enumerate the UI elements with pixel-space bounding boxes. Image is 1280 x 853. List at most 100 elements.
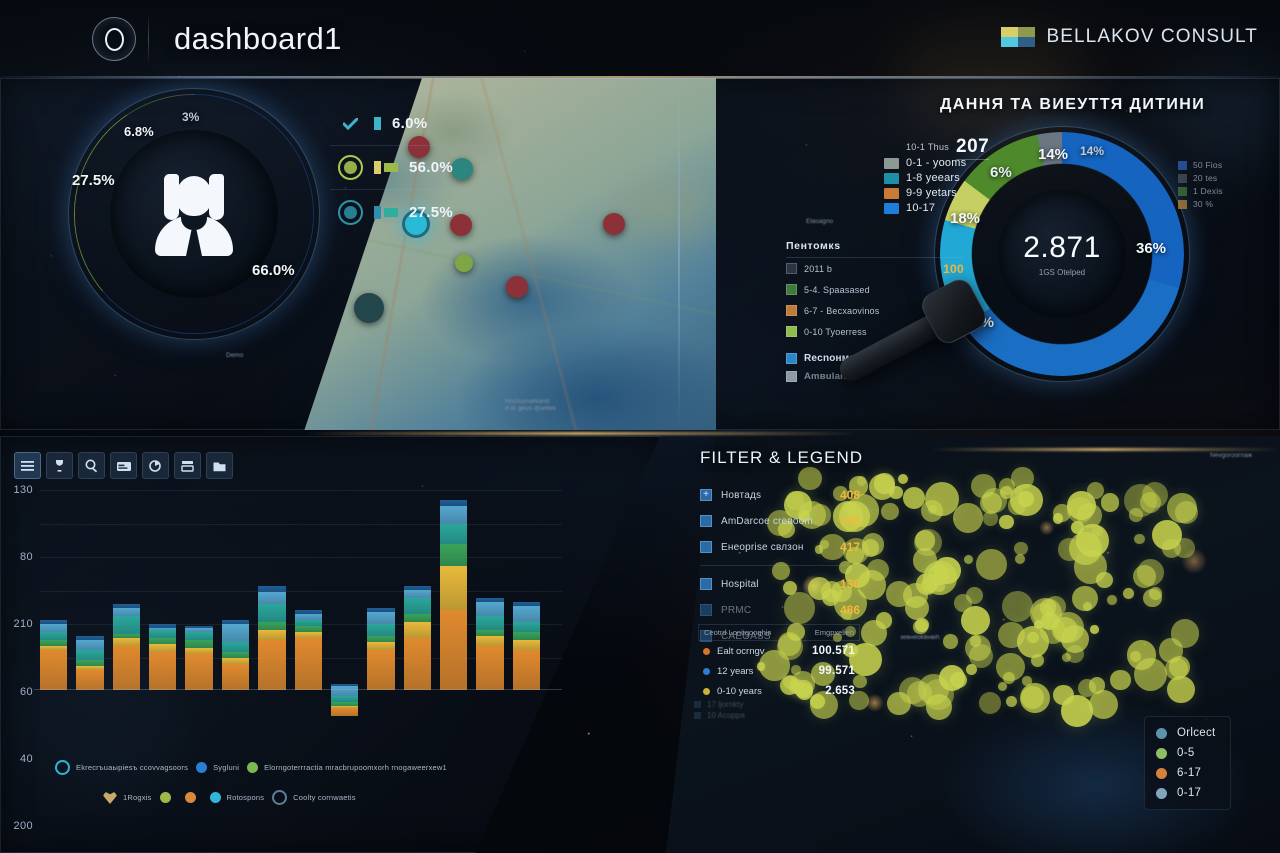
geo-bubble[interactable]	[903, 487, 926, 509]
geo-bubble[interactable]	[964, 634, 992, 662]
geo-bubble[interactable]	[996, 653, 1025, 682]
geo-bubble[interactable]	[1015, 554, 1026, 565]
geo-legend-row[interactable]: 0-5	[1156, 747, 1216, 759]
filter-checkbox[interactable]	[700, 578, 712, 590]
map-marker[interactable]	[402, 210, 430, 238]
geo-bubble[interactable]	[820, 540, 830, 549]
filter-checkbox[interactable]	[700, 604, 712, 616]
geo-legend-row[interactable]: 0-17	[1156, 787, 1216, 799]
geo-bubble[interactable]	[963, 555, 973, 565]
bar-column[interactable]	[40, 620, 68, 690]
geo-bubble[interactable]	[1052, 513, 1064, 524]
funnel-filter-icon[interactable]	[46, 452, 73, 479]
geo-bubble[interactable]	[950, 671, 967, 689]
geo-bubble[interactable]	[975, 548, 1007, 580]
geo-bubble[interactable]	[833, 632, 842, 642]
mini-table-row[interactable]: Ealt ocrngv 100.571	[698, 641, 860, 661]
geo-bubble[interactable]	[933, 556, 961, 585]
bar-column[interactable]	[221, 620, 250, 690]
filter-checkbox[interactable]	[700, 630, 712, 642]
geo-bubble[interactable]	[897, 473, 909, 485]
map-marker[interactable]	[408, 136, 430, 158]
filter-checkbox[interactable]	[700, 489, 712, 501]
filter-row[interactable]: CAEOASS	[700, 623, 860, 649]
geo-bubble[interactable]	[1134, 533, 1145, 545]
geo-bubble[interactable]	[1061, 652, 1072, 663]
geo-bubble[interactable]	[923, 679, 955, 711]
geo-bubble[interactable]	[1052, 616, 1079, 643]
overview-legend-row[interactable]: 56.0%	[330, 146, 526, 190]
geo-bubble[interactable]	[1106, 595, 1117, 605]
bar-column[interactable]	[294, 610, 322, 690]
geo-bubble[interactable]	[785, 491, 804, 510]
filter-row[interactable]: Hospital 136	[700, 571, 860, 597]
bar-column[interactable]	[185, 626, 213, 690]
child-legend-item[interactable]: 0-1 - yooms	[884, 157, 966, 169]
geo-bubble[interactable]	[875, 611, 893, 629]
card-icon[interactable]	[110, 452, 137, 479]
geo-bubble[interactable]	[914, 530, 935, 551]
geo-bubble[interactable]	[756, 662, 766, 671]
geo-legend-row[interactable]: 6-17	[1156, 767, 1216, 779]
bar-column[interactable]	[367, 608, 395, 690]
geo-bubble[interactable]	[961, 606, 991, 636]
geo-bubble[interactable]	[914, 617, 929, 632]
geo-bubble[interactable]	[881, 502, 899, 521]
geo-bubble[interactable]	[810, 690, 839, 719]
filled-circle-icon[interactable]	[338, 155, 363, 180]
geo-bubble[interactable]	[1174, 500, 1198, 524]
geo-bubble[interactable]	[1129, 508, 1143, 522]
geo-bubble[interactable]	[1020, 682, 1051, 714]
geo-bubble[interactable]	[983, 511, 998, 526]
bar-legend-item[interactable]	[159, 792, 177, 803]
map-marker[interactable]	[450, 214, 472, 236]
mini-table-row[interactable]: 0-10 years 2.653	[698, 681, 860, 701]
map-marker[interactable]	[603, 213, 625, 235]
bar-column[interactable]	[476, 598, 504, 690]
bar-legend-item[interactable]	[184, 792, 202, 803]
geo-bubble[interactable]	[999, 514, 1014, 530]
child-legend-item[interactable]: 10-17	[884, 202, 966, 214]
overview-legend-row[interactable]: 27.5%	[330, 190, 526, 234]
geo-bubble[interactable]	[927, 505, 937, 515]
geo-bubble[interactable]	[1082, 601, 1092, 611]
geo-bubble[interactable]	[1167, 675, 1196, 704]
geo-bubble[interactable]	[1162, 538, 1182, 558]
geo-bubble[interactable]	[1126, 639, 1157, 670]
geo-bubble[interactable]	[1149, 586, 1162, 600]
filter-checkbox[interactable]	[700, 515, 712, 527]
geo-bubble[interactable]	[1027, 631, 1039, 644]
geo-bubble[interactable]	[771, 562, 790, 580]
child-table-footer-row[interactable]: Amвulance	[786, 367, 964, 385]
pie-chart-icon[interactable]	[142, 452, 169, 479]
mini-table-row[interactable]: 12 years 99.571	[698, 661, 860, 681]
geo-bubble[interactable]	[1002, 591, 1034, 623]
geo-bubble[interactable]	[898, 677, 926, 705]
geo-bubble[interactable]	[1017, 490, 1034, 507]
geo-bubble[interactable]	[767, 510, 794, 537]
bar-column[interactable]	[512, 602, 541, 690]
geo-legend-row[interactable]: Orlcect	[1156, 727, 1216, 739]
overview-legend-row[interactable]: 6.0%	[330, 102, 526, 146]
geo-bubble[interactable]	[833, 486, 848, 501]
child-donut-chart[interactable]: 2.871 1GS Otelped 36% 43% 18% 6% 14% 14%	[934, 126, 1190, 382]
geo-bubble[interactable]	[952, 503, 983, 534]
bar-legend-item[interactable]: 1Rogxis	[103, 791, 152, 804]
geo-bubble[interactable]	[861, 539, 879, 557]
geo-bubble[interactable]	[915, 572, 938, 595]
geo-bubble[interactable]	[798, 466, 822, 491]
geo-bubble[interactable]	[1077, 679, 1096, 698]
geo-bubble[interactable]	[1006, 695, 1018, 708]
geo-bubble[interactable]	[971, 473, 997, 499]
geo-bubble[interactable]	[849, 643, 883, 677]
child-legend-item[interactable]: 1-8 yeears	[884, 172, 966, 184]
geo-bubble[interactable]	[1066, 645, 1085, 664]
geo-bubble[interactable]	[844, 626, 856, 637]
menu-lines-icon[interactable]	[14, 452, 41, 479]
overview-donut-chart[interactable]: 66.0% 27.5% 6.8% 3%	[68, 88, 320, 340]
geo-bubble[interactable]	[1123, 588, 1135, 599]
geo-bubble[interactable]	[1092, 526, 1103, 537]
geo-bubble[interactable]	[791, 665, 802, 676]
bar-column[interactable]	[330, 684, 359, 716]
bar-column[interactable]	[439, 500, 468, 690]
